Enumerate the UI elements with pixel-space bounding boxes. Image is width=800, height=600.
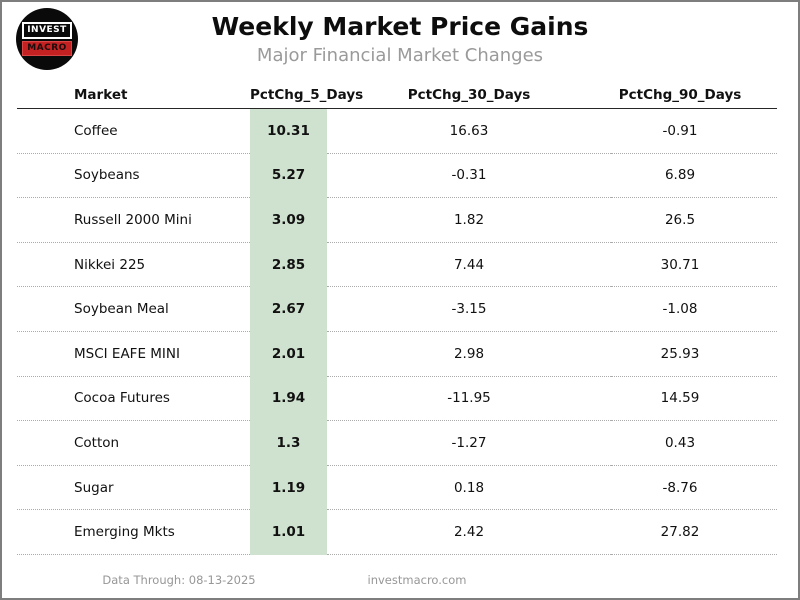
table-row: Emerging Mkts 1.01 2.42 27.82	[17, 510, 777, 555]
table-row: Cocoa Futures 1.94 -11.95 14.59	[17, 376, 777, 422]
table-header-row: Market PctChg_5_Days PctChg_30_Days PctC…	[17, 82, 777, 109]
table-header: Market PctChg_5_Days PctChg_30_Days PctC…	[17, 82, 777, 109]
pctchg-5d-cell: 1.3	[250, 421, 327, 466]
logo-macro-text: MACRO	[22, 41, 72, 56]
market-cell: Nikkei 225	[17, 243, 250, 288]
pctchg-30d-cell: 2.98	[327, 332, 611, 377]
website-label: investmacro.com	[367, 573, 467, 587]
pctchg-5d-cell: 2.67	[250, 287, 327, 332]
column-header-pctchg-5-days: PctChg_5_Days	[250, 82, 363, 109]
pctchg-30d-cell: 0.18	[327, 466, 611, 511]
market-cell: Soybean Meal	[17, 287, 250, 332]
market-cell: Russell 2000 Mini	[17, 198, 250, 243]
pctchg-30d-cell: -0.31	[327, 154, 611, 199]
market-cell: MSCI EAFE MINI	[17, 332, 250, 377]
pctchg-5d-cell: 2.01	[250, 331, 327, 377]
pctchg-90d-cell: 26.5	[611, 198, 777, 243]
pctchg-90d-cell: -8.76	[611, 466, 777, 511]
pctchg-5d-cell: 1.94	[250, 376, 327, 422]
column-header-market: Market	[17, 82, 250, 109]
pctchg-90d-cell: 0.43	[611, 421, 777, 466]
pctchg-90d-cell: 14.59	[611, 377, 777, 422]
pctchg-5d-cell: 3.09	[250, 198, 327, 243]
data-through-label: Data Through: 08-13-2025	[102, 573, 256, 587]
market-cell: Cocoa Futures	[17, 377, 250, 422]
pctchg-90d-cell: 27.82	[611, 510, 777, 555]
logo-invest-text: INVEST	[22, 22, 72, 39]
column-header-pctchg-90-days: PctChg_90_Days	[611, 82, 777, 109]
page-subtitle: Major Financial Market Changes	[256, 45, 544, 66]
pctchg-90d-cell: 30.71	[611, 243, 777, 288]
table-body: Coffee 10.31 16.63 -0.91 Soybeans 5.27 -0.31 6.…	[17, 109, 777, 555]
market-table: Market PctChg_5_Days PctChg_30_Days PctC…	[17, 82, 777, 555]
pctchg-30d-cell: 1.82	[327, 198, 611, 243]
pctchg-90d-cell: 25.93	[611, 332, 777, 377]
table-row: Sugar 1.19 0.18 -8.76	[17, 465, 777, 511]
market-cell: Coffee	[17, 109, 250, 154]
market-cell: Cotton	[17, 421, 250, 466]
pctchg-30d-cell: -3.15	[327, 287, 611, 332]
page-title: Weekly Market Price Gains	[211, 12, 589, 41]
pctchg-5d-cell: 1.19	[250, 465, 327, 511]
table-row: Cotton 1.3 -1.27 0.43	[17, 421, 777, 466]
table-row: Coffee 10.31 16.63 -0.91	[17, 109, 777, 154]
market-cell: Emerging Mkts	[17, 510, 250, 555]
pctchg-30d-cell: 2.42	[327, 510, 611, 555]
pctchg-30d-cell: 16.63	[327, 109, 611, 154]
pctchg-5d-cell: 5.27	[250, 153, 327, 199]
pctchg-5d-cell: 2.85	[250, 242, 327, 288]
pctchg-90d-cell: 6.89	[611, 154, 777, 199]
table-row: Soybean Meal 2.67 -3.15 -1.08	[17, 287, 777, 332]
pctchg-30d-cell: -11.95	[327, 377, 611, 422]
table-row: MSCI EAFE MINI 2.01 2.98 25.93	[17, 331, 777, 377]
pctchg-30d-cell: -1.27	[327, 421, 611, 466]
table-row: Nikkei 225 2.85 7.44 30.71	[17, 242, 777, 288]
pctchg-30d-cell: 7.44	[327, 243, 611, 288]
invest-macro-logo: INVEST MACRO	[16, 8, 78, 70]
market-cell: Sugar	[17, 466, 250, 511]
column-header-pctchg-30-days: PctChg_30_Days	[327, 82, 611, 109]
market-cell: Soybeans	[17, 154, 250, 199]
pctchg-90d-cell: -0.91	[611, 109, 777, 154]
table-row: Russell 2000 Mini 3.09 1.82 26.5	[17, 198, 777, 243]
pctchg-5d-cell: 10.31	[250, 109, 327, 154]
pctchg-90d-cell: -1.08	[611, 287, 777, 332]
pctchg-5d-cell: 1.01	[250, 510, 327, 555]
table-row: Soybeans 5.27 -0.31 6.89	[17, 153, 777, 199]
